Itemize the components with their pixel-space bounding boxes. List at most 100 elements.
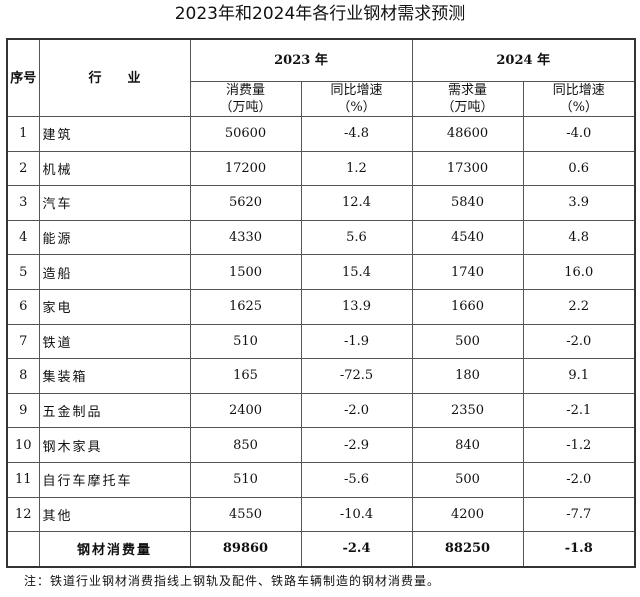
cell-growth-2024: 4.8 (522, 219, 636, 256)
cell-demand-2024: 1740 (411, 254, 524, 290)
steel-demand-table: 序号 行 业 2023 年 2024 年 消费量 （万吨） 同比增速 （%） 需求量… (6, 38, 636, 568)
cell-seq: 5 (6, 254, 40, 290)
cell-growth-2024: -4.0 (522, 116, 636, 152)
cell-industry: 其他 (38, 496, 191, 533)
cell-consumption-2023: 850 (189, 427, 302, 463)
footnote: 注：铁道行业钢材消费指线上钢轨及配件、铁路车辆制造的钢材消费量。 (24, 574, 441, 588)
header-seq: 序号 (6, 38, 40, 117)
cell-industry: 造船 (38, 254, 191, 290)
cell-demand-2024: 840 (411, 427, 524, 463)
table-row: 10 钢木家具 850 -2.9 840 -1.2 (6, 427, 636, 463)
table-row: 5 造船 1500 15.4 1740 16.0 (6, 254, 636, 290)
cell-seq: 3 (6, 185, 40, 221)
cell-demand-2024: 4200 (411, 496, 524, 533)
header-growth-2024: 同比增速 （%） (522, 81, 636, 117)
cell-industry: 五金制品 (38, 392, 191, 429)
cell-seq: 8 (6, 358, 40, 394)
cell-growth-2024: -2.1 (522, 392, 636, 429)
cell-growth-2023: -2.9 (300, 427, 413, 463)
cell-growth-2023: 15.4 (300, 254, 413, 290)
cell-industry: 自行车摩托车 (38, 461, 191, 498)
table-row: 4 能源 4330 5.6 4540 4.8 (6, 219, 636, 256)
cell-industry: 钢木家具 (38, 427, 191, 463)
header-industry: 行 业 (38, 38, 191, 117)
cell-growth-2024: -2.0 (522, 323, 636, 360)
cell-seq: 1 (6, 116, 40, 152)
cell-demand-2024: 4540 (411, 219, 524, 256)
cell-growth-2023: -2.0 (300, 392, 413, 429)
cell-growth-2023: 13.9 (300, 288, 413, 325)
header-growth-2023: 同比增速 （%） (300, 81, 413, 117)
cell-seq: 6 (6, 288, 40, 325)
total-g2024: -1.8 (522, 531, 636, 568)
cell-growth-2023: -1.9 (300, 323, 413, 360)
cell-industry: 机械 (38, 150, 191, 187)
cell-seq: 4 (6, 219, 40, 256)
total-d2024: 88250 (411, 531, 524, 568)
cell-seq: 7 (6, 323, 40, 360)
cell-demand-2024: 48600 (411, 116, 524, 152)
header-demand-2024: 需求量 （万吨） (411, 81, 524, 117)
table-row: 7 铁道 510 -1.9 500 -2.0 (6, 323, 636, 360)
cell-growth-2023: 5.6 (300, 219, 413, 256)
header-unit: （%） (559, 100, 598, 115)
total-row: 钢材消费量 89860 -2.4 88250 -1.8 (6, 531, 636, 568)
page-title: 2023年和2024年各行业钢材需求预测 (174, 4, 466, 24)
total-label: 钢材消费量 (38, 531, 191, 568)
cell-growth-2024: 2.2 (522, 288, 636, 325)
cell-demand-2024: 1660 (411, 288, 524, 325)
cell-demand-2024: 180 (411, 358, 524, 394)
cell-growth-2024: 3.9 (522, 185, 636, 221)
header-unit: （%） (337, 100, 376, 115)
total-seq (6, 531, 40, 568)
cell-growth-2024: -1.2 (522, 427, 636, 463)
cell-seq: 9 (6, 392, 40, 429)
cell-industry: 集装箱 (38, 358, 191, 394)
cell-growth-2024: -2.0 (522, 461, 636, 498)
header-label: 消费量 (225, 83, 265, 98)
cell-consumption-2023: 1625 (189, 288, 302, 325)
cell-industry: 汽车 (38, 185, 191, 221)
header-unit: （万吨） (441, 100, 494, 115)
table-row: 12 其他 4550 -10.4 4200 -7.7 (6, 496, 636, 533)
cell-consumption-2023: 510 (189, 323, 302, 360)
cell-industry: 建筑 (38, 116, 191, 152)
cell-growth-2023: 12.4 (300, 185, 413, 221)
cell-demand-2024: 2350 (411, 392, 524, 429)
cell-growth-2024: -7.7 (522, 496, 636, 533)
cell-industry: 铁道 (38, 323, 191, 360)
table-row: 1 建筑 50600 -4.8 48600 -4.0 (6, 116, 636, 152)
cell-consumption-2023: 4330 (189, 219, 302, 256)
cell-demand-2024: 5840 (411, 185, 524, 221)
cell-growth-2024: 9.1 (522, 358, 636, 394)
header-2023: 2023 年 (189, 38, 413, 82)
header-label: 同比增速 (330, 83, 383, 98)
header-2024: 2024 年 (411, 38, 636, 82)
cell-demand-2024: 500 (411, 323, 524, 360)
cell-growth-2024: 16.0 (522, 254, 636, 290)
cell-seq: 10 (6, 427, 40, 463)
cell-consumption-2023: 165 (189, 358, 302, 394)
cell-industry: 能源 (38, 219, 191, 256)
cell-seq: 2 (6, 150, 40, 187)
table-row: 6 家电 1625 13.9 1660 2.2 (6, 288, 636, 325)
cell-seq: 11 (6, 461, 40, 498)
table-row: 3 汽车 5620 12.4 5840 3.9 (6, 185, 636, 221)
header-label: 需求量 (447, 83, 487, 98)
cell-growth-2023: -72.5 (300, 358, 413, 394)
header-consumption-2023: 消费量 （万吨） (189, 81, 302, 117)
cell-growth-2023: -4.8 (300, 116, 413, 152)
cell-consumption-2023: 2400 (189, 392, 302, 429)
table-row: 8 集装箱 165 -72.5 180 9.1 (6, 358, 636, 394)
cell-consumption-2023: 1500 (189, 254, 302, 290)
header-label: 同比增速 (552, 83, 605, 98)
cell-growth-2023: -10.4 (300, 496, 413, 533)
cell-consumption-2023: 50600 (189, 116, 302, 152)
table-row: 9 五金制品 2400 -2.0 2350 -2.1 (6, 392, 636, 429)
cell-consumption-2023: 510 (189, 461, 302, 498)
cell-consumption-2023: 4550 (189, 496, 302, 533)
cell-growth-2023: -5.6 (300, 461, 413, 498)
cell-consumption-2023: 17200 (189, 150, 302, 187)
cell-growth-2024: 0.6 (522, 150, 636, 187)
table-row: 2 机械 17200 1.2 17300 0.6 (6, 150, 636, 187)
